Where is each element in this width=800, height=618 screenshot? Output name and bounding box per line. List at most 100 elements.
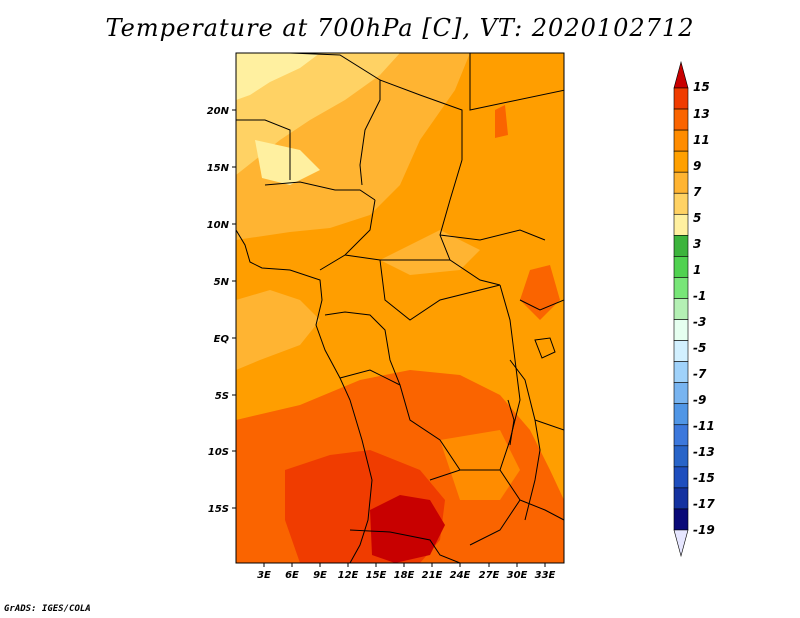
colorbar-swatch [673,445,689,468]
border-drc-west [339,369,461,471]
colorbar-label: 9 [693,159,701,173]
colorbar-swatch [673,340,689,362]
field-band-9b [440,430,520,500]
border-egypt-sudan [469,53,564,111]
colorbar-label: -3 [693,315,706,329]
colorbar-label: -11 [693,419,715,433]
lon-tick-label: 21E [422,570,443,581]
colorbar-label: -5 [693,341,706,355]
lat-tick-label: 20N [207,106,230,117]
country-borders [236,53,564,563]
lon-tick-label: 12E [338,570,359,581]
colorbar-swatch [673,277,689,299]
colorbar-swatches [673,60,689,558]
lon-tick-label: 27E [479,570,500,581]
border-kenya [519,299,564,311]
chart-title: Temperature at 700hPa [C], VT: 202010271… [105,14,695,42]
border-tanzania [534,419,564,431]
border-chad-sudan [439,159,463,261]
colorbar-swatch [673,108,689,131]
border-east-lakes [509,359,541,521]
colorbar-label: 3 [693,237,701,251]
colorbar-swatch [673,403,689,426]
field-band-3 [236,53,320,100]
lon-tick-label: 33E [535,570,556,581]
colorbar-label: 13 [693,107,710,121]
colorbar-swatch [673,487,689,510]
lon-tick-label: 9E [313,570,327,581]
colorbar-swatch [673,466,689,489]
field-band-11b [495,105,508,138]
colorbar-label: -7 [693,367,707,381]
colorbar-swatch [673,361,689,383]
border-libya-chad [379,79,463,160]
colorbar-swatch [673,213,689,236]
colorbar-label: 7 [693,185,702,199]
plot-frame [235,52,565,564]
colorbar-label: 11 [693,133,710,147]
colorbar-top-triangle [673,60,689,89]
colorbar-bottom-triangle [673,529,689,558]
colorbar-swatch [673,424,689,447]
lat-tick-label: 10S [208,447,229,458]
border-mozambique [519,499,564,521]
colorbar-swatch [673,87,689,110]
lake-tanganyika [507,399,515,446]
colorbar-swatch [673,298,689,320]
border-niger-nigeria [264,181,376,201]
colorbar-swatch [673,171,689,194]
colorbar: 15 13 11 9 7 5 3 1 -1 -3 -5 -7 -9 -11 -1… [673,60,715,558]
temperature-field [236,53,564,563]
lat-tick-label: 5S [215,391,229,402]
border-angola-south [349,529,461,563]
colorbar-label: -15 [693,471,715,485]
field-band-15 [370,495,445,563]
grads-credit: GrADS: IGES/COLA [4,604,91,614]
lon-tick-label: 18E [394,570,415,581]
border-nigeria-cameroon [319,199,376,271]
border-mali-niger [236,119,291,180]
lon-tick-label: 3E [257,570,271,581]
lon-tick-label: 15E [366,570,387,581]
colorbar-label: -17 [693,497,715,511]
colorbar-label: 15 [693,80,710,94]
colorbar-swatch [673,319,689,341]
lat-tick-label: 5N [214,277,230,288]
border-sudan-southsudan [439,229,546,241]
colorbar-label: -19 [693,523,715,537]
border-algeria-niger [289,53,381,186]
field-band-5 [236,53,400,175]
lon-tick-label: 30E [507,570,528,581]
lon-axis: 3E 6E 9E 12E 15E 18E 21E 24E 27E 30E 33E [257,563,556,581]
lat-tick-label: 15S [208,504,229,515]
colorbar-swatch [673,129,689,152]
lon-tick-label: 6E [285,570,299,581]
border-zambia [429,469,521,546]
lat-tick-label: 10N [207,220,230,231]
lat-axis: 20N 15N 10N 5N EQ 5S 10S 15S [207,106,236,515]
colorbar-swatch [673,382,689,405]
colorbar-swatch [673,508,689,531]
colorbar-label: -13 [693,445,715,459]
lon-tick-label: 24E [450,570,471,581]
colorbar-label: 1 [693,263,701,277]
colorbar-label: 5 [693,211,701,225]
colorbar-label: -1 [693,289,706,303]
colorbar-swatch [673,150,689,173]
colorbar-label: -9 [693,393,706,407]
colorbar-swatch [673,235,689,257]
lake-victoria [534,337,556,359]
colorbar-labels: 15 13 11 9 7 5 3 1 -1 -3 -5 -7 -9 -11 -1… [693,80,715,537]
field-band-7b [236,290,320,370]
colorbar-swatch [673,256,689,278]
border-drc-east [499,284,521,471]
border-car [344,254,501,286]
lat-tick-label: 15N [207,163,230,174]
field-band-5b [255,140,320,185]
colorbar-swatch [673,192,689,215]
lat-tick-label: EQ [214,334,230,345]
border-congo [324,311,401,386]
border-drc-north [379,259,501,321]
border-coastline-west [236,229,373,563]
